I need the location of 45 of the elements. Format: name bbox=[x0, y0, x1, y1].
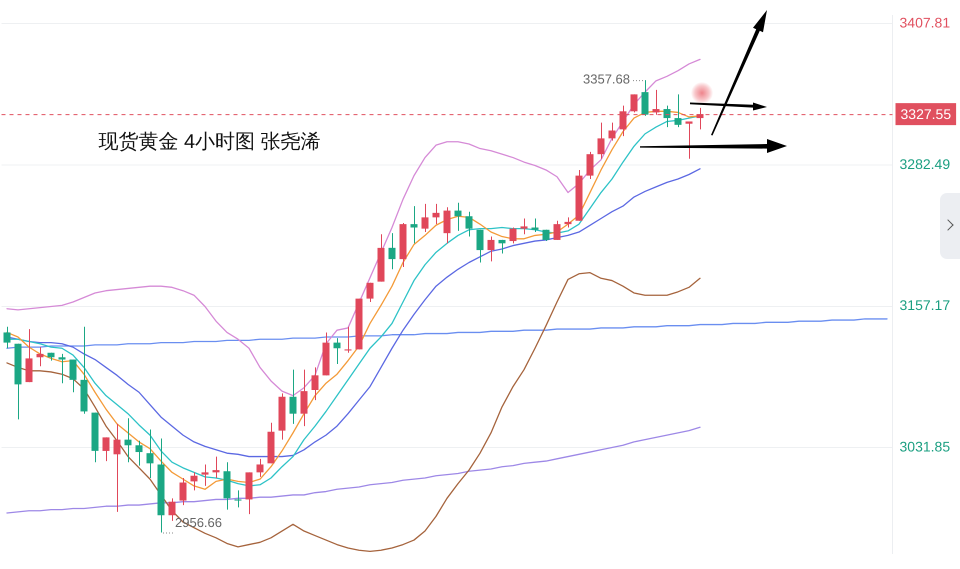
candlestick bbox=[300, 369, 308, 427]
candlestick bbox=[168, 498, 176, 522]
candlestick bbox=[180, 478, 186, 506]
candlestick bbox=[388, 232, 396, 270]
candlestick bbox=[190, 472, 198, 491]
candlestick bbox=[510, 227, 516, 244]
candlestick bbox=[554, 220, 560, 240]
ref-line-label: 3327.55 bbox=[900, 106, 952, 122]
candlestick bbox=[114, 423, 120, 512]
candlestick bbox=[642, 80, 648, 116]
y-tick-label: 3282.49 bbox=[900, 156, 950, 172]
candlestick bbox=[334, 338, 340, 365]
candlestick bbox=[674, 94, 682, 128]
candlestick bbox=[410, 206, 418, 244]
candlestick bbox=[290, 369, 296, 424]
candlestick bbox=[366, 282, 374, 302]
candlestick bbox=[476, 229, 484, 263]
candlestick bbox=[4, 326, 10, 349]
y-tick-label: 3407.81 bbox=[900, 14, 950, 30]
candlestick bbox=[532, 218, 538, 233]
candlestick bbox=[488, 236, 494, 262]
candlestick bbox=[124, 418, 132, 463]
candlestick bbox=[212, 456, 220, 479]
candlestick bbox=[432, 203, 440, 225]
candlestick bbox=[454, 202, 462, 232]
candlestick bbox=[664, 105, 670, 128]
y-tick-label: 3157.17 bbox=[900, 297, 950, 314]
candlestick bbox=[136, 440, 142, 466]
candlestick bbox=[36, 346, 44, 367]
candlestick bbox=[146, 428, 154, 479]
candlestick bbox=[598, 122, 604, 160]
candlestick bbox=[26, 328, 32, 383]
text: 现货黄金 4小时图 张尧浠 bbox=[98, 130, 321, 153]
candlestick bbox=[422, 203, 428, 233]
candlestick bbox=[312, 366, 318, 401]
candlestick bbox=[102, 436, 110, 462]
candlestick bbox=[608, 122, 616, 142]
candlestick bbox=[256, 458, 264, 478]
candlestick bbox=[466, 211, 472, 238]
candlestick bbox=[586, 151, 594, 180]
candlestick bbox=[498, 239, 506, 254]
annotation: 3357.68 bbox=[583, 72, 630, 87]
candlestick bbox=[444, 206, 450, 244]
candlestick bbox=[70, 359, 76, 393]
y-tick-label: 3031.85 bbox=[900, 438, 950, 455]
